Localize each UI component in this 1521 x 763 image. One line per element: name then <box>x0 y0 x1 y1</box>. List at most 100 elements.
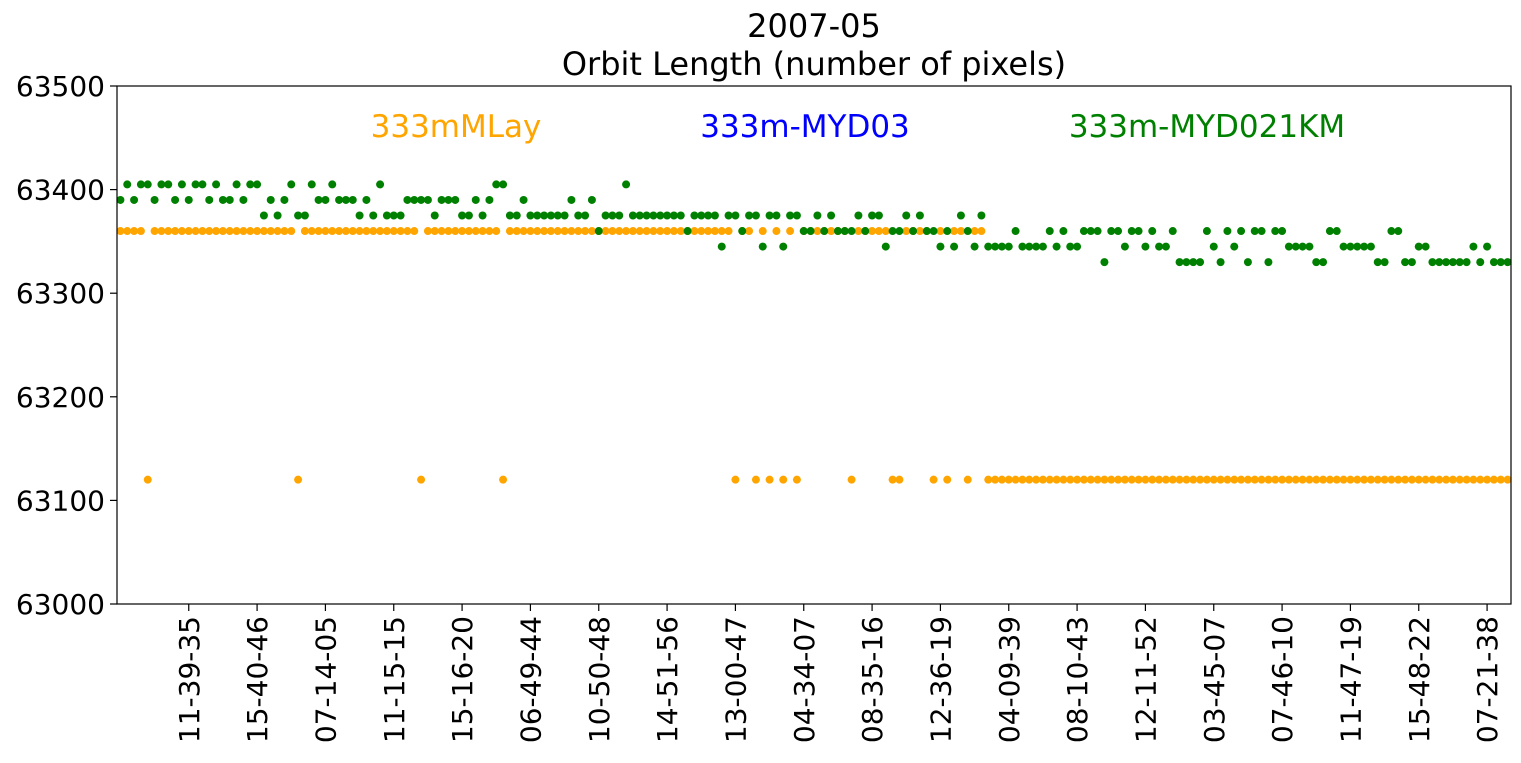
data-point <box>731 475 740 484</box>
data-point <box>1298 242 1307 251</box>
data-point <box>1114 227 1123 236</box>
data-point <box>581 227 590 236</box>
data-point <box>300 227 309 236</box>
data-point <box>1025 475 1034 484</box>
data-point <box>587 227 596 236</box>
data-point <box>1134 475 1143 484</box>
data-point <box>581 211 590 220</box>
data-point <box>253 227 262 236</box>
data-point <box>1209 475 1218 484</box>
data-point <box>745 227 754 236</box>
data-point <box>1038 242 1047 251</box>
data-point <box>1127 227 1136 236</box>
data-point <box>1278 227 1287 236</box>
data-point <box>991 475 1000 484</box>
data-point <box>1483 475 1492 484</box>
data-point <box>710 211 719 220</box>
x-tick-label: 07-46-10 <box>1266 616 1299 743</box>
data-point <box>519 227 528 236</box>
data-point <box>1339 242 1348 251</box>
data-point <box>1161 475 1170 484</box>
data-point <box>1353 475 1362 484</box>
data-point <box>1401 475 1410 484</box>
series-points-0 <box>116 227 1512 484</box>
x-tick-label: 08-35-16 <box>856 616 889 743</box>
data-point <box>1271 475 1280 484</box>
data-point <box>881 227 890 236</box>
data-point <box>1155 242 1164 251</box>
data-point <box>690 211 699 220</box>
data-point <box>341 195 350 204</box>
data-point <box>970 242 979 251</box>
data-point <box>123 227 132 236</box>
data-point <box>444 227 453 236</box>
data-point <box>1387 227 1396 236</box>
data-point <box>512 211 521 220</box>
data-point <box>792 211 801 220</box>
data-point <box>1086 227 1095 236</box>
data-point <box>649 227 658 236</box>
data-point <box>1182 475 1191 484</box>
data-point <box>423 195 432 204</box>
data-point <box>984 475 993 484</box>
data-point <box>765 475 774 484</box>
data-point <box>888 475 897 484</box>
data-point <box>382 211 391 220</box>
data-point <box>1175 475 1184 484</box>
data-point <box>512 227 521 236</box>
data-point <box>136 227 145 236</box>
data-point <box>1196 258 1205 267</box>
data-point <box>1428 475 1437 484</box>
data-point <box>854 227 863 236</box>
data-point <box>840 227 849 236</box>
data-point <box>1196 475 1205 484</box>
data-point <box>724 211 733 220</box>
data-point <box>505 211 514 220</box>
data-point <box>1141 475 1150 484</box>
data-point <box>239 195 248 204</box>
data-point <box>560 227 569 236</box>
x-tick-label: 12-11-52 <box>1129 616 1162 743</box>
data-point <box>348 195 357 204</box>
series-points-2 <box>116 180 1512 267</box>
data-point <box>451 227 460 236</box>
data-point <box>1237 227 1246 236</box>
plot-frame <box>116 85 1512 605</box>
data-point <box>396 227 405 236</box>
data-point <box>929 227 938 236</box>
data-point <box>915 211 924 220</box>
data-point <box>943 227 952 236</box>
data-point <box>1038 475 1047 484</box>
data-point <box>519 195 528 204</box>
data-point <box>410 195 419 204</box>
data-point <box>1291 475 1300 484</box>
data-point <box>1148 475 1157 484</box>
data-point <box>628 227 637 236</box>
data-point <box>546 227 555 236</box>
data-point <box>1496 258 1505 267</box>
data-point <box>1250 227 1259 236</box>
y-tick-label: 63000 <box>16 588 105 621</box>
data-point <box>212 227 221 236</box>
data-point <box>546 211 555 220</box>
data-point <box>936 242 945 251</box>
data-point <box>956 227 965 236</box>
data-point <box>813 227 822 236</box>
data-point <box>1175 258 1184 267</box>
data-point <box>929 475 938 484</box>
data-point <box>287 227 296 236</box>
data-point <box>389 211 398 220</box>
data-point <box>205 195 214 204</box>
data-point <box>642 211 651 220</box>
data-point <box>1325 475 1334 484</box>
data-point <box>1230 475 1239 484</box>
data-point <box>478 227 487 236</box>
data-point <box>758 227 767 236</box>
data-point <box>157 227 166 236</box>
data-point <box>909 227 918 236</box>
data-point <box>779 475 788 484</box>
data-point <box>382 227 391 236</box>
data-point <box>464 227 473 236</box>
data-point <box>1503 258 1512 267</box>
